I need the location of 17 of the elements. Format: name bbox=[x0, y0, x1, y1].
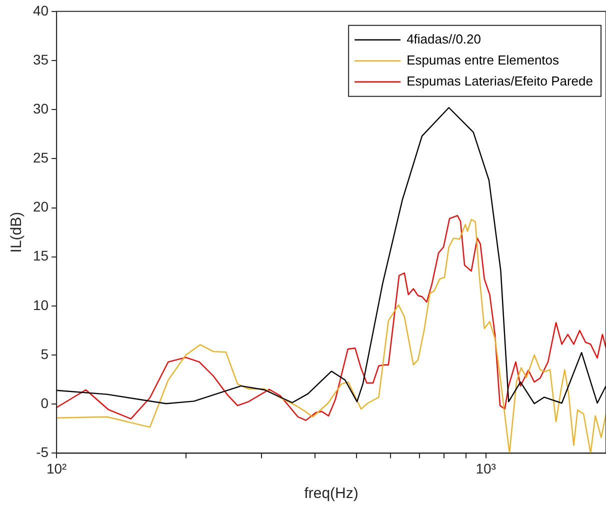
y-tick-label: 35 bbox=[32, 51, 49, 68]
y-tick-label: 15 bbox=[32, 248, 49, 264]
x-tick-label: 10² bbox=[46, 460, 68, 476]
y-tick-label: 5 bbox=[40, 346, 49, 362]
x-tick-label: 10³ bbox=[476, 460, 496, 476]
legend-label: 4fiadas//0.20 bbox=[406, 31, 482, 46]
y-tick-label: 40 bbox=[32, 2, 49, 18]
y-tick-label: -5 bbox=[36, 444, 49, 460]
x-axis-title: freq(Hz) bbox=[304, 485, 358, 502]
legend-label: Espumas entre Elementos bbox=[406, 52, 560, 68]
y-tick-label: 25 bbox=[32, 150, 49, 166]
y-axis-title: IL(dB) bbox=[8, 212, 26, 253]
y-tick-label: 10 bbox=[32, 296, 49, 313]
y-tick-label: 30 bbox=[32, 100, 49, 116]
legend-label: Espumas Laterias/Efeito Parede bbox=[406, 73, 593, 88]
y-tick-label: 20 bbox=[32, 198, 49, 215]
y-tick-label: 0 bbox=[40, 394, 49, 411]
